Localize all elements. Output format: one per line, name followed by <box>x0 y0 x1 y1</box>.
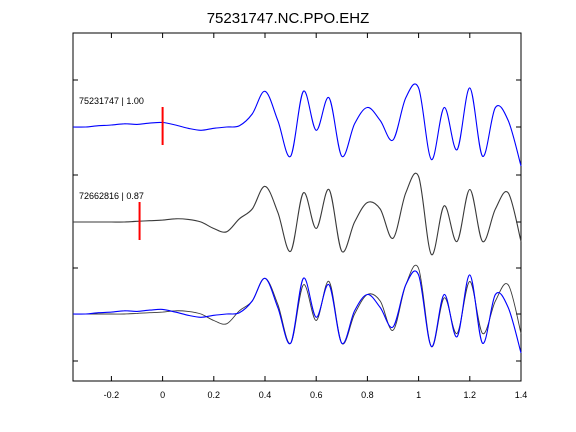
trace-line-2 <box>73 172 522 256</box>
trace-line-3 <box>72 270 522 354</box>
trace-line-1 <box>72 83 522 167</box>
chart-title: 75231747.NC.PPO.EHZ <box>207 10 370 27</box>
plot-frame <box>72 32 522 382</box>
trace-label: 75231747 | 1.00 <box>79 96 144 106</box>
axes: -0.2 0 0.2 0.4 0.6 0.8 1 1.2 1.4 <box>72 32 528 400</box>
x-tick-label: 0.8 <box>361 390 374 400</box>
traces: 75231747 | 1.00 72662816 | 0.87 <box>72 83 522 354</box>
trace-label: 72662816 | 0.87 <box>79 191 144 201</box>
x-tick-label: -0.2 <box>104 390 120 400</box>
x-tick-label: 0.4 <box>259 390 272 400</box>
x-tick-label: 1 <box>416 390 421 400</box>
x-tick-label: 0.6 <box>310 390 323 400</box>
x-tick-label: 1.4 <box>515 390 528 400</box>
x-tick-label: 0 <box>160 390 165 400</box>
x-tick-label: 1.2 <box>464 390 477 400</box>
x-tick-label: 0.2 <box>208 390 221 400</box>
overlay-trace-line <box>73 264 522 347</box>
